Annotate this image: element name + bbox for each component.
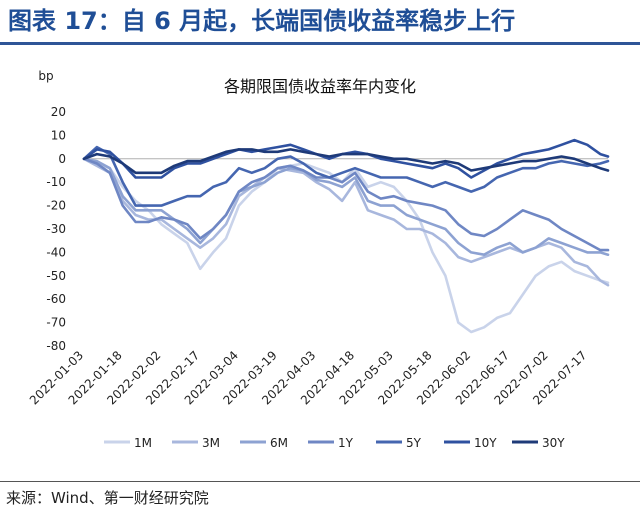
y-axis-unit: bp xyxy=(38,69,53,83)
chart-title: 各期限国债收益率年内变化 xyxy=(224,77,416,96)
x-axis-ticks: 2022-01-032022-01-182022-02-022022-02-17… xyxy=(27,348,590,407)
legend-label-1y: 1Y xyxy=(338,436,354,450)
legend-label-30y: 30Y xyxy=(542,436,565,450)
source-note: 来源：Wind、第一财经研究院 xyxy=(6,489,209,507)
y-axis-ticks: 20 10 0 -10 -20 -30 -40 -50 -60 -70 -80 xyxy=(46,105,66,353)
y-tick-label: -60 xyxy=(46,292,66,306)
y-tick-label: -30 xyxy=(46,222,66,236)
y-tick-label: 20 xyxy=(51,105,66,119)
figure-title: 图表 17：自 6 月起，长端国债收益率稳步上行 xyxy=(8,7,516,35)
legend-label-3m: 3M xyxy=(202,436,220,450)
chart-area: 各期限国债收益率年内变化 bp 20 10 0 -10 -20 -30 -40 -50 -60 -… xyxy=(27,69,610,450)
legend-label-5y: 5Y xyxy=(406,436,422,450)
series-line-1m xyxy=(82,157,610,334)
legend-label-1m: 1M xyxy=(134,436,152,450)
legend-label-10y: 10Y xyxy=(474,436,497,450)
series-line-30y xyxy=(82,148,610,175)
y-tick-label: -40 xyxy=(46,245,66,259)
y-tick-label: -70 xyxy=(46,316,66,330)
series-line-5y xyxy=(82,145,610,207)
y-tick-label: 0 xyxy=(58,152,66,166)
title-rule xyxy=(0,42,640,45)
legend-label-6m: 6M xyxy=(270,436,288,450)
y-tick-label: -50 xyxy=(46,269,66,283)
legend: 1M 3M 6M 1Y 5Y 10Y 30Y xyxy=(104,436,565,450)
y-tick-label: -20 xyxy=(46,199,66,213)
y-tick-label: -10 xyxy=(46,175,66,189)
y-tick-label: 10 xyxy=(51,128,66,142)
source-rule xyxy=(0,481,640,482)
series-lines xyxy=(82,138,610,334)
y-tick-label: -80 xyxy=(46,339,66,353)
series-line-1y xyxy=(82,157,610,252)
